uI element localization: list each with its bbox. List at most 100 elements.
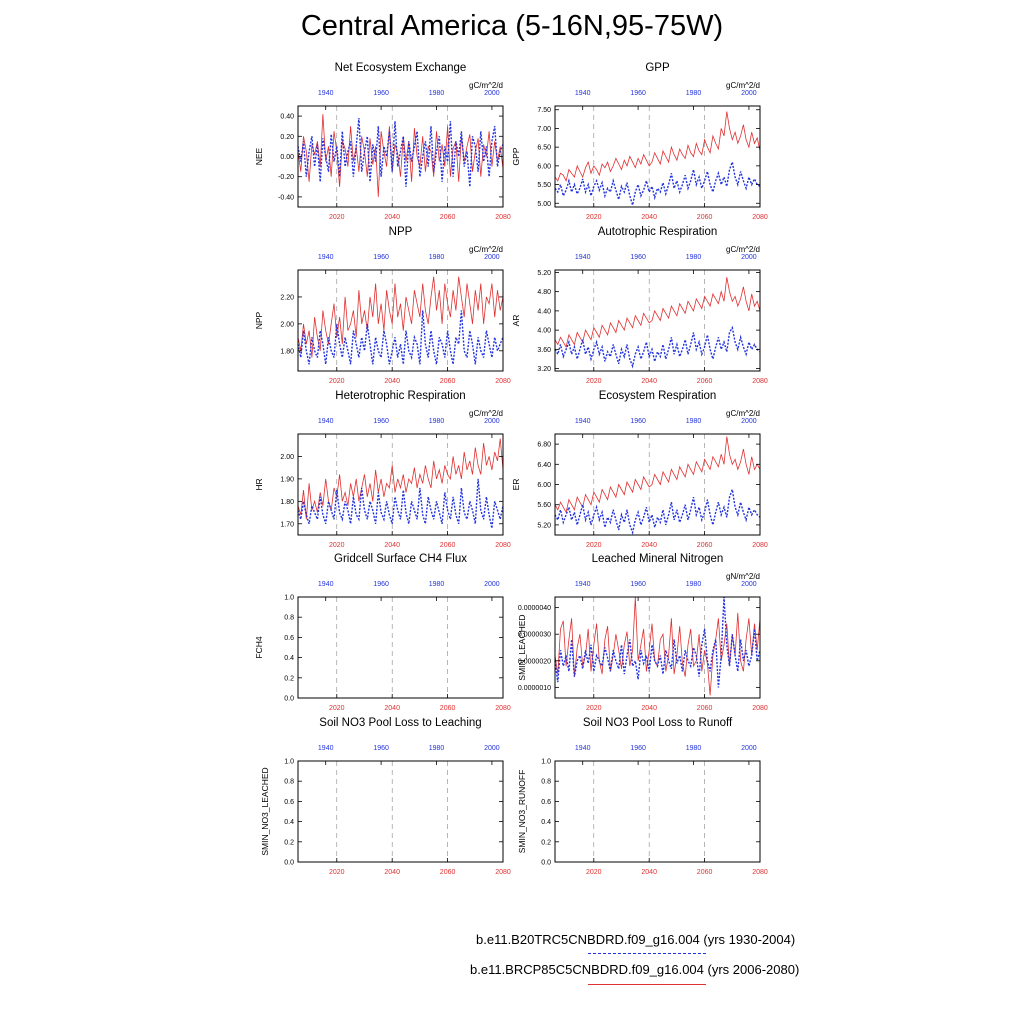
panel-title: Heterotrophic Respiration [335,390,465,402]
y-tick-label: -0.20 [278,174,294,181]
x-tick-label-bottom: 2080 [752,214,768,221]
x-tick-label-bottom: 2020 [586,705,602,712]
y-axis-label: SMIN_NO3_RUNOFF [517,770,527,854]
x-tick-label-bottom: 2080 [495,705,511,712]
y-axis-label: NEE [254,147,264,165]
series-line-historical [297,478,504,529]
y-tick-label: 0.0000030 [518,632,551,639]
x-tick-label-bottom: 2020 [586,542,602,549]
x-tick-label-bottom: 2080 [752,378,768,385]
x-tick-label-top: 2000 [484,418,500,425]
y-tick-label: 0.0 [284,696,294,703]
x-tick-label-top: 2000 [741,254,757,261]
legend-historical-line [588,953,706,954]
x-tick-label-top: 1960 [373,745,389,752]
x-tick-label-top: 2000 [741,418,757,425]
x-tick-label-top: 1940 [318,90,334,97]
panel-er: Ecosystem Respiration gC/m^2/d 6.80 6.40 6.0… [511,390,768,549]
y-tick-label: 1.80 [280,348,294,355]
panel-fch4: Gridcell Surface CH4 Flux 1.0 0.8 0.6 0.4 0.2… [254,553,511,712]
y-tick-label: 7.50 [537,107,551,114]
y-tick-label: 6.40 [537,462,551,469]
x-tick-label-top: 1940 [318,745,334,752]
y-tick-label: 0.6 [284,635,294,642]
panel-units: gN/m^2/d [726,572,760,581]
plot-frame [297,760,504,863]
x-tick-label-top: 2000 [741,90,757,97]
x-tick-label-top: 2000 [484,90,500,97]
plot-frame [297,105,504,208]
x-tick-label-top: 1940 [575,418,591,425]
y-tick-label: 0.2 [284,675,294,682]
series-line-historical [297,310,504,365]
y-tick-label: 0.2 [284,839,294,846]
y-tick-label: 0.40 [280,114,294,121]
x-tick-label-top: 1980 [686,90,702,97]
series-line-future [554,596,761,696]
series-line-historical [554,596,761,688]
panel-title: Soil NO3 Pool Loss to Leaching [319,717,481,729]
series-line-future [554,277,761,349]
x-tick-label-bottom: 2040 [384,869,400,876]
x-tick-label-top: 1960 [630,90,646,97]
y-tick-label: 0.00 [280,154,294,161]
panel-units: gC/m^2/d [726,245,760,254]
x-tick-label-bottom: 2020 [586,214,602,221]
plot-frame [554,596,761,699]
panel-gpp: GPP gC/m^2/d 7.50 7.00 6.50 6.00 5.50 5.00 GPP 20… [511,62,768,221]
y-tick-label: 1.70 [280,521,294,528]
series-line-future [554,436,761,514]
x-tick-label-bottom: 2060 [697,705,713,712]
x-tick-label-top: 1940 [575,90,591,97]
y-tick-label: 6.00 [537,163,551,170]
series-line-historical [554,325,761,369]
series-line-historical [554,159,761,206]
x-tick-label-bottom: 2040 [641,214,657,221]
x-tick-label-top: 1980 [686,745,702,752]
y-tick-label: 5.00 [537,201,551,208]
x-tick-label-bottom: 2020 [329,869,345,876]
panel-title: Soil NO3 Pool Loss to Runoff [583,717,733,729]
x-tick-label-bottom: 2020 [329,705,345,712]
x-tick-label-bottom: 2020 [329,214,345,221]
x-tick-label-top: 1940 [575,581,591,588]
x-tick-label-bottom: 2040 [641,378,657,385]
panel-title: GPP [645,62,670,74]
x-tick-label-bottom: 2040 [384,705,400,712]
y-tick-label: 1.0 [284,595,294,602]
series-line-historical [554,486,761,536]
y-tick-label: 1.0 [284,759,294,766]
x-tick-label-top: 1980 [686,581,702,588]
y-tick-label: 0.4 [284,819,294,826]
x-tick-label-top: 1960 [630,254,646,261]
x-tick-label-bottom: 2080 [495,869,511,876]
x-tick-label-bottom: 2020 [329,378,345,385]
panel-units: gC/m^2/d [469,81,503,90]
x-tick-label-bottom: 2060 [697,214,713,221]
series-line-future [297,438,504,520]
x-tick-label-bottom: 2080 [495,214,511,221]
y-tick-label: 5.20 [537,522,551,529]
x-tick-label-top: 1960 [630,745,646,752]
y-axis-label: GPP [511,147,521,165]
x-tick-label-top: 1940 [318,581,334,588]
x-tick-label-top: 1960 [630,418,646,425]
panel-hr: Heterotrophic Respiration gC/m^2/d 2.00 1.9… [254,390,511,549]
panel-npp: NPP gC/m^2/d 2.20 2.00 1.80 NPP 2020 2040 2060 20… [254,226,511,385]
x-tick-label-top: 2000 [484,254,500,261]
x-tick-label-bottom: 2040 [641,542,657,549]
x-tick-label-bottom: 2040 [384,214,400,221]
plot-frame [554,760,761,863]
panel-title: Gridcell Surface CH4 Flux [334,553,467,565]
plot-frame [297,269,504,372]
y-tick-label: 2.20 [280,294,294,301]
y-tick-label: 1.80 [280,499,294,506]
y-tick-label: 0.4 [284,655,294,662]
x-tick-label-bottom: 2080 [752,705,768,712]
x-tick-label-top: 1940 [318,418,334,425]
y-axis-label: NPP [254,311,264,329]
y-tick-label: 0.4 [541,819,551,826]
panel-ar: Autotrophic Respiration gC/m^2/d 5.20 4.80 4… [511,226,768,385]
y-tick-label: 1.90 [280,476,294,483]
